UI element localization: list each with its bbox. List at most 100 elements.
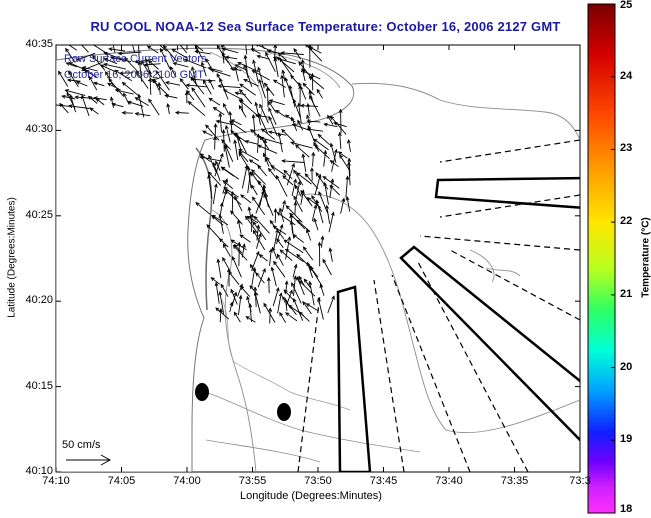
current-vector-head <box>233 311 238 316</box>
current-vector <box>321 236 324 248</box>
current-vector-head <box>246 215 252 220</box>
current-vector-head <box>99 64 105 69</box>
current-vector <box>307 128 324 132</box>
current-vector <box>225 56 238 60</box>
current-vector <box>253 230 266 251</box>
sector-dash <box>373 279 405 472</box>
current-vector-head <box>239 285 245 290</box>
current-vector-head <box>267 130 273 135</box>
current-vector-head <box>172 61 177 66</box>
current-vector-head <box>281 159 286 163</box>
current-vector <box>219 291 225 314</box>
current-vector <box>290 141 313 149</box>
current-vector <box>278 133 283 153</box>
current-vector <box>257 55 270 60</box>
current-vector <box>257 268 266 288</box>
x-tick-label: 73:35 <box>500 475 529 487</box>
current-vector <box>322 259 332 276</box>
current-vector-head <box>166 102 171 108</box>
current-vector <box>278 52 287 61</box>
current-vector-head <box>164 94 169 98</box>
current-vector <box>223 244 231 257</box>
current-vector-head <box>233 139 238 144</box>
current-vector <box>136 71 149 89</box>
current-vector <box>285 114 296 123</box>
current-vector <box>153 79 160 91</box>
current-vector <box>217 259 222 279</box>
current-vector <box>171 49 188 59</box>
current-vector <box>296 276 305 296</box>
current-vector <box>215 307 230 320</box>
x-tick-label: 73:55 <box>238 475 267 487</box>
current-vector-head <box>228 270 233 276</box>
current-vector <box>324 182 329 205</box>
current-vector <box>147 45 159 54</box>
current-vector <box>132 45 136 53</box>
current-vector <box>268 107 277 125</box>
current-vector-head <box>283 298 288 303</box>
current-vector-head <box>165 80 170 85</box>
current-vector <box>222 178 228 194</box>
current-vector-head <box>281 69 286 74</box>
current-vector-head <box>108 47 113 52</box>
current-vector-head <box>278 292 283 297</box>
current-vector <box>254 287 257 307</box>
current-vector-head <box>238 152 243 157</box>
current-vector-head <box>218 213 223 219</box>
current-vector-head <box>238 148 243 153</box>
current-vector-head <box>290 116 295 121</box>
current-vector <box>320 284 325 296</box>
current-vector-head <box>59 102 64 108</box>
current-vector <box>103 63 127 70</box>
current-vector-head <box>269 219 274 225</box>
current-vector-head <box>297 180 302 186</box>
current-vector-head <box>266 49 272 54</box>
current-vector-head <box>246 295 250 301</box>
current-vector-head <box>273 45 278 49</box>
current-vector-head <box>298 61 303 66</box>
current-vector <box>234 312 241 323</box>
current-vector <box>272 287 279 307</box>
current-vector-head <box>194 45 199 49</box>
current-vector-head <box>298 280 303 285</box>
current-vector-head <box>162 45 167 50</box>
current-vector-head <box>306 261 311 267</box>
current-vector-head <box>155 70 160 75</box>
current-vector-head <box>175 34 178 37</box>
current-vector-head <box>345 175 350 180</box>
current-vector-head <box>268 307 273 312</box>
current-vector-head <box>317 133 322 138</box>
current-vector-head <box>262 152 267 157</box>
current-vector <box>289 85 296 108</box>
current-vector <box>235 64 248 71</box>
current-vector-head <box>185 83 190 88</box>
current-vector-head <box>69 94 74 99</box>
current-vector <box>283 170 293 180</box>
current-vector <box>145 58 151 73</box>
current-vector-head <box>293 169 297 174</box>
current-vector-head <box>137 93 142 99</box>
current-vector-head <box>263 138 268 144</box>
current-vector-head <box>95 97 100 103</box>
current-vector <box>213 107 225 116</box>
current-vector <box>158 45 167 52</box>
current-vector-head <box>237 241 242 246</box>
current-vector-head <box>266 276 271 282</box>
current-vector <box>165 94 178 99</box>
current-vector <box>191 66 198 87</box>
current-vector <box>238 149 259 161</box>
current-vector <box>309 265 323 287</box>
current-vector <box>122 82 139 97</box>
colorbar <box>587 3 616 514</box>
current-vector-head <box>219 77 223 83</box>
current-vector <box>269 99 285 106</box>
colorbar-tick-label: 19 <box>620 433 633 446</box>
current-vector <box>340 198 345 214</box>
x-tick-label: 73:45 <box>369 475 398 487</box>
current-vector <box>179 45 188 54</box>
current-vector-head <box>253 215 258 221</box>
current-vector <box>272 247 278 260</box>
current-vector <box>234 196 243 212</box>
current-vector-head <box>314 144 319 149</box>
current-vector-head <box>169 65 174 71</box>
